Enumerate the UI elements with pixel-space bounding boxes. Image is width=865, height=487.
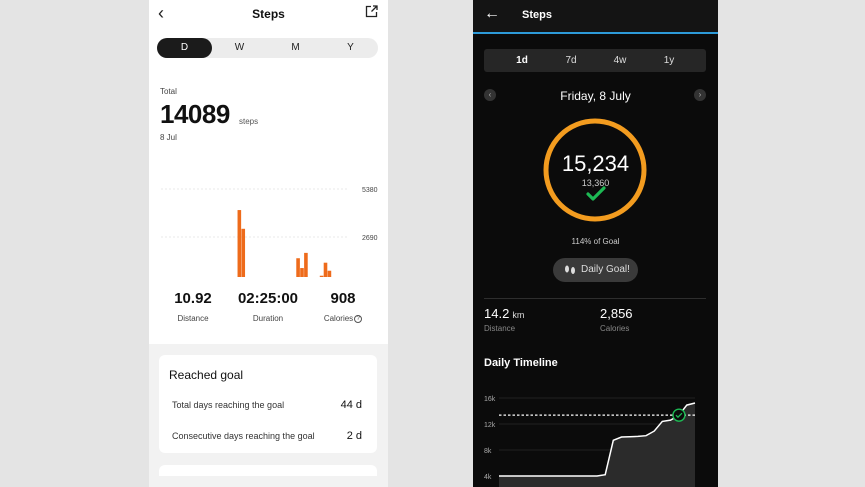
total-steps-unit: steps [239, 117, 259, 126]
duration-value: 02:25:00 [237, 290, 299, 307]
tab-4w[interactable]: 4w [613, 55, 627, 66]
y-tick-label: 12k [484, 422, 496, 429]
prev-day-button[interactable]: ‹ [484, 89, 496, 101]
goal-value: 13,360 [581, 178, 610, 188]
daily-goal-badge[interactable]: Daily Goal! [553, 258, 638, 282]
distance-label: Distance [177, 314, 209, 323]
calories-stat: 908 Calories? [303, 290, 383, 323]
y-tick-label: 5380 [362, 187, 378, 194]
bottom-nav-bar [149, 476, 388, 487]
back-arrow-icon[interactable]: ‹ [158, 3, 164, 23]
total-days-value: 44 d [340, 399, 362, 411]
consecutive-days-row: Consecutive days reaching the goal 2 d [172, 430, 362, 442]
y-tick-label: 8k [484, 448, 492, 455]
consecutive-days-value: 2 d [346, 430, 362, 442]
calories-value: 908 [330, 290, 356, 307]
tab-1y[interactable]: 1y [663, 55, 675, 66]
y-tick-label: 4k [484, 474, 492, 481]
tab-day[interactable]: D [157, 38, 212, 58]
distance-unit: km [512, 310, 525, 320]
right-phone-screen: ← Steps 1d 7d 4w 1y ‹ Friday, 8 July › 1… [473, 0, 718, 487]
tab-1d[interactable]: 1d [516, 55, 528, 66]
back-arrow-icon[interactable]: ← [484, 5, 500, 22]
day-label: Friday, 8 July [560, 89, 631, 103]
reached-goal-card: Reached goal Total days reaching the goa… [159, 355, 377, 453]
total-days-label: Total days reaching the goal [172, 400, 285, 410]
period-selector: D W M Y [157, 38, 378, 58]
y-tick-label: 16k [484, 396, 496, 403]
daily-timeline-chart: 16k 12k 8k 4k [484, 396, 696, 487]
percent-of-goal: 114% of Goal [571, 237, 620, 246]
calories-label: Calories [323, 314, 354, 323]
timeline-line [499, 402, 696, 477]
hourly-steps-chart: 53802690000:0006:0012:0018:0023:59 [161, 187, 378, 277]
bar [241, 228, 246, 277]
header-bar: ← Steps [473, 0, 718, 34]
calories-stat: 2,856 Calories [600, 306, 633, 333]
steps-progress-ring [543, 118, 647, 222]
timeline-title: Daily Timeline [484, 357, 558, 369]
distance-stat: 14.2 km Distance [484, 306, 524, 333]
next-day-button[interactable]: › [694, 89, 706, 101]
info-icon[interactable]: ? [354, 314, 363, 323]
goal-check-mark [675, 412, 683, 419]
distance-value: 14.2 [484, 306, 510, 321]
footprints-icon [565, 265, 575, 274]
total-label: Total [160, 87, 177, 96]
page-title: Steps [252, 7, 285, 21]
bar [304, 252, 308, 277]
share-icon[interactable] [365, 5, 378, 18]
reached-goal-title: Reached goal [169, 368, 244, 382]
top-bar: ‹ Steps [149, 0, 388, 30]
bar [300, 268, 304, 277]
steps-value: 15,234 [561, 151, 630, 176]
range-selector: 1d 7d 4w 1y [484, 49, 706, 72]
total-days-row: Total days reaching the goal 44 d [172, 399, 362, 411]
divider [484, 298, 706, 299]
distance-label: Distance [484, 324, 516, 333]
tab-week[interactable]: W [234, 42, 245, 53]
tab-month[interactable]: M [291, 42, 300, 53]
calories-label-wrap: Calories? [303, 314, 383, 323]
distance-value: 10.92 [174, 290, 212, 307]
check-icon [586, 186, 606, 201]
bar [327, 270, 332, 277]
bar [319, 275, 324, 277]
calories-value: 2,856 [600, 306, 633, 321]
bar [323, 262, 328, 277]
daily-goal-label: Daily Goal! [581, 264, 630, 275]
tab-year[interactable]: Y [347, 42, 354, 53]
duration-stat: 02:25:00 Duration [228, 290, 308, 323]
duration-label: Duration [252, 314, 284, 323]
distance-stat: 10.92 Distance [153, 290, 233, 323]
tab-7d[interactable]: 7d [565, 55, 577, 66]
page-title: Steps [522, 9, 552, 21]
bar [296, 258, 300, 277]
bar [237, 210, 242, 277]
date-label: 8 Jul [160, 133, 177, 142]
total-steps-value: 14089 [160, 99, 230, 129]
calories-label: Calories [600, 324, 630, 333]
goal-reached-icon [672, 408, 686, 422]
y-tick-label: 2690 [362, 235, 378, 242]
left-phone-screen: ‹ Steps D W M Y Total 14089 steps 8 Jul … [149, 0, 388, 487]
consecutive-days-label: Consecutive days reaching the goal [172, 431, 315, 441]
timeline-area [499, 403, 695, 487]
steps-summary-card: D W M Y Total 14089 steps 8 Jul 5380 2690… [149, 30, 388, 344]
